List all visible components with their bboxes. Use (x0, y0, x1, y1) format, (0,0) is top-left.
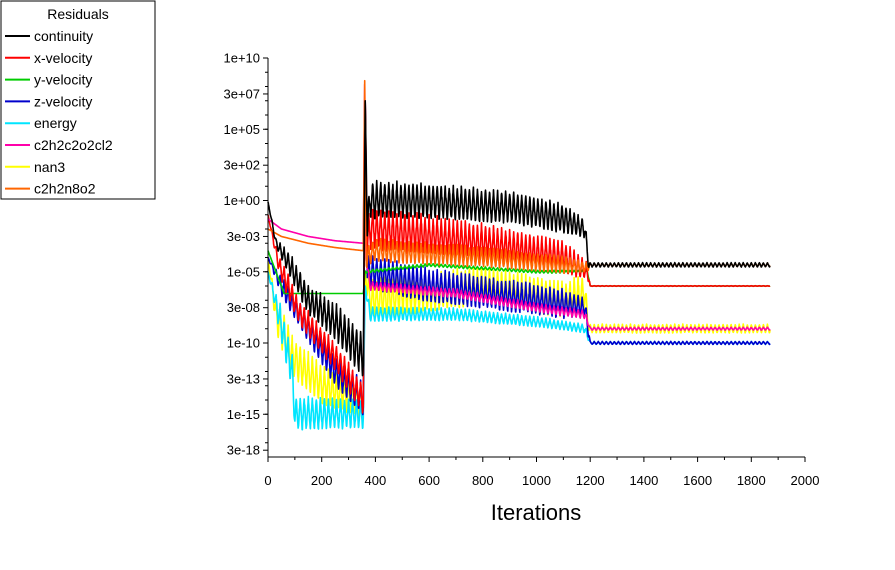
legend-label: continuity (34, 28, 93, 44)
legend-label: c2h2n8o2 (34, 181, 96, 197)
x-tick-label: 0 (264, 473, 271, 488)
y-tick-label: 3e-18 (227, 443, 260, 458)
series-line-continuity (267, 100, 771, 377)
legend-label: nan3 (34, 159, 65, 175)
x-ticks: 0 200 400 600 800 1000 1200 1400 1600 1800 2000 (264, 457, 819, 488)
y-tick-label: 1e+10 (223, 51, 260, 66)
y-tick-label: 3e+07 (223, 86, 260, 101)
x-tick-label: 800 (472, 473, 494, 488)
plot-lines (267, 79, 771, 431)
x-tick-label: 1600 (683, 473, 712, 488)
x-tick-label: 1000 (522, 473, 551, 488)
x-tick-label: 1400 (629, 473, 658, 488)
x-tick-label: 1800 (737, 473, 766, 488)
y-tick-label: 1e-15 (227, 407, 260, 422)
legend-label: x-velocity (34, 50, 92, 66)
legend: Residuals continuity x-velocity y-velocity… (0, 0, 156, 200)
x-axis-title: Iterations (491, 500, 582, 525)
legend-items: continuity x-velocity y-velocity z-velocity… (5, 28, 113, 197)
x-tick-label: 400 (365, 473, 387, 488)
y-tick-label: 1e-10 (227, 336, 260, 351)
y-tick-label: 3e-08 (227, 300, 260, 315)
y-tick-label: 1e+00 (223, 193, 260, 208)
y-ticks: 1e+10 3e+07 1e+05 3e+02 1e+00 3e-03 1e-05 3e-08… (223, 51, 268, 458)
legend-label: c2h2c2o2cl2 (34, 137, 113, 153)
legend-label: energy (34, 115, 77, 131)
y-tick-label: 3e-03 (227, 229, 260, 244)
legend-label: z-velocity (34, 93, 92, 109)
axes: 1e+10 3e+07 1e+05 3e+02 1e+00 3e-03 1e-05 3e-08… (223, 51, 819, 489)
x-tick-label: 200 (311, 473, 333, 488)
legend-label: y-velocity (34, 72, 92, 88)
y-tick-label: 1e+05 (223, 122, 260, 137)
series-line-x-velocity (267, 100, 771, 414)
x-tick-label: 2000 (791, 473, 820, 488)
series-line-c2h2c2o2cl2 (267, 83, 771, 331)
y-tick-label: 3e+02 (223, 158, 260, 173)
y-tick-label: 1e-05 (227, 264, 260, 279)
x-tick-label: 600 (418, 473, 440, 488)
legend-title: Residuals (47, 6, 108, 22)
x-tick-label: 1200 (576, 473, 605, 488)
y-tick-label: 3e-13 (227, 371, 260, 386)
